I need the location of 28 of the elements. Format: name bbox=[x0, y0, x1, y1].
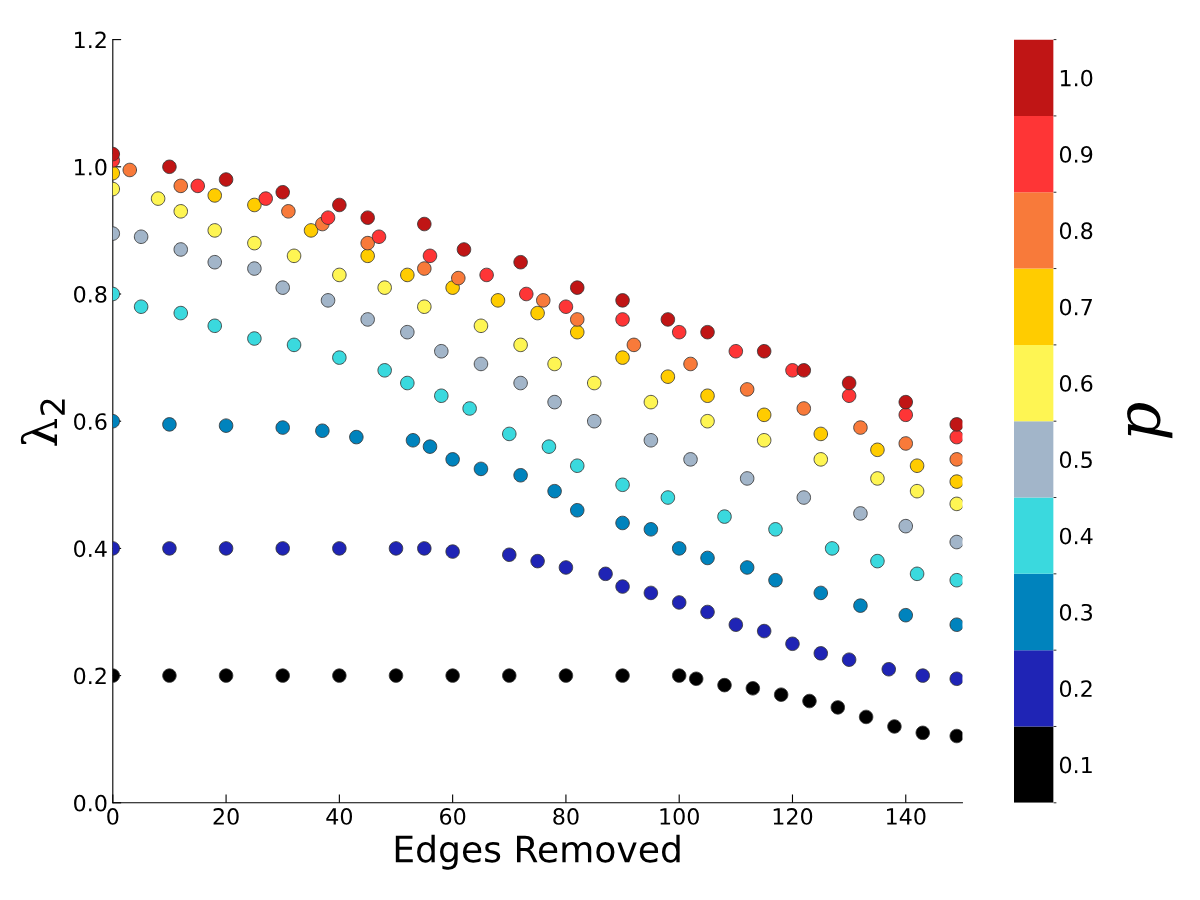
x-tick-label: 120 bbox=[773, 808, 813, 825]
color-bar-label: 1.0 bbox=[1060, 69, 1093, 87]
y-axis-title: λ$_{2}$ bbox=[20, 399, 65, 446]
color-bar-label: 0.3 bbox=[1059, 603, 1093, 621]
x-tick-label: 60 bbox=[440, 808, 466, 825]
x-tick-label: 20 bbox=[213, 808, 239, 825]
x-tick-label: 100 bbox=[660, 808, 699, 825]
color-bar-label: 0.8 bbox=[1059, 222, 1093, 240]
color-bar-label: 0.1 bbox=[1059, 756, 1092, 774]
y-tick-label: 0.8 bbox=[74, 285, 107, 303]
x-axis-title: Edges Removed bbox=[395, 834, 680, 870]
y-tick-label: 0.4 bbox=[74, 540, 107, 558]
x-tick-label: 0 bbox=[107, 808, 119, 825]
x-tick-label: 80 bbox=[553, 808, 579, 825]
y-tick-label: 1.0 bbox=[75, 158, 107, 176]
color-bar-label: 0.4 bbox=[1059, 527, 1093, 545]
color-bar-label: 0.9 bbox=[1059, 146, 1093, 163]
x-tick-label: 40 bbox=[326, 808, 353, 825]
color-bar-title: p bbox=[1127, 403, 1173, 439]
color-bar-label: 0.5 bbox=[1059, 451, 1092, 469]
color-bar-label: 0.6 bbox=[1059, 374, 1093, 392]
color-bar-label: 0.7 bbox=[1059, 298, 1092, 316]
x-tick-label: 140 bbox=[886, 808, 926, 825]
y-tick-label: 0.6 bbox=[74, 413, 107, 430]
y-tick-label: 0.0 bbox=[74, 794, 107, 812]
y-tick-label: 0.2 bbox=[74, 667, 106, 685]
color-bar-label: 0.2 bbox=[1059, 680, 1092, 698]
y-tick-label: 1.2 bbox=[75, 31, 106, 49]
